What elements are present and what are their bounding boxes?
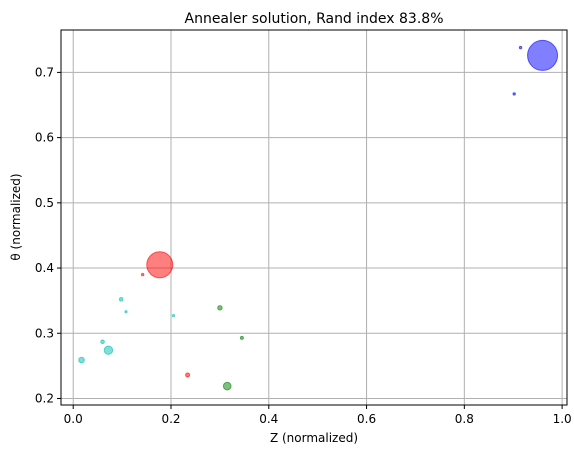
x-tick-label: 0.0 — [64, 412, 83, 426]
x-axis-ticks: 0.0 0.2 0.4 0.6 0.8 1.0 — [64, 405, 572, 426]
x-axis-label: Z (normalized) — [270, 431, 358, 445]
data-point — [124, 310, 128, 314]
y-tick-label: 0.6 — [35, 131, 54, 145]
plot-frame — [60, 29, 568, 406]
y-axis-ticks: 0.2 0.3 0.4 0.5 0.6 0.7 — [35, 65, 61, 405]
x-tick-label: 0.8 — [455, 412, 474, 426]
x-tick-label: 0.2 — [161, 412, 180, 426]
data-point — [146, 251, 174, 279]
y-tick-label: 0.4 — [35, 261, 54, 275]
data-points — [78, 39, 559, 391]
data-point — [78, 356, 85, 364]
y-tick-label: 0.5 — [35, 196, 54, 210]
data-point — [171, 314, 176, 318]
data-point — [103, 345, 114, 355]
data-point — [222, 381, 232, 391]
x-tick-label: 0.6 — [357, 412, 376, 426]
chart-title: Annealer solution, Rand index 83.8% — [185, 11, 444, 27]
data-point — [512, 92, 516, 96]
data-point — [518, 45, 523, 50]
data-point — [527, 39, 559, 71]
y-tick-label: 0.3 — [35, 326, 54, 340]
grid-lines — [61, 30, 567, 405]
data-point — [140, 272, 145, 277]
data-point — [217, 305, 223, 311]
y-tick-label: 0.7 — [35, 65, 54, 79]
x-tick-label: 0.4 — [259, 412, 278, 426]
y-tick-label: 0.2 — [35, 391, 54, 405]
y-axis-label: θ (normalized) — [9, 173, 23, 260]
data-point — [118, 297, 124, 302]
x-tick-label: 1.0 — [553, 412, 572, 426]
data-point — [100, 339, 105, 345]
data-point — [185, 372, 191, 378]
data-point — [239, 335, 244, 340]
